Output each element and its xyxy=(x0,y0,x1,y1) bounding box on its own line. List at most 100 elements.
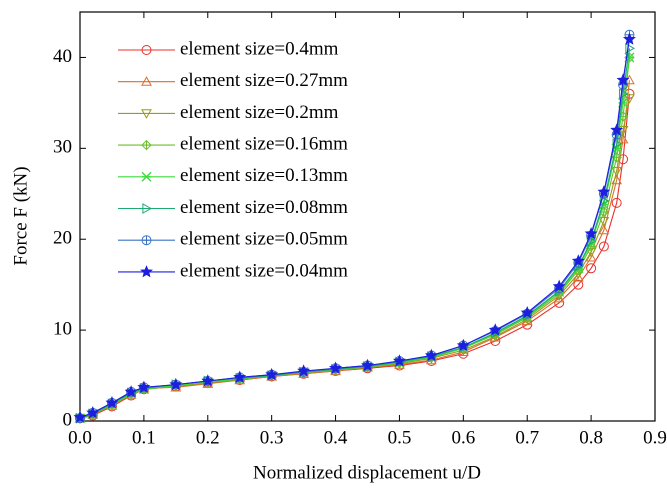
x-tick-label: 0.2 xyxy=(196,427,220,448)
marker-part xyxy=(169,377,183,391)
marker-part xyxy=(105,396,119,409)
legend-label: element size=0.08mm xyxy=(180,197,348,218)
data-point xyxy=(329,361,343,374)
marker-part xyxy=(488,323,502,336)
series-line xyxy=(79,34,630,419)
data-point xyxy=(105,396,119,409)
series-line xyxy=(79,48,630,419)
y-tick-label: 20 xyxy=(53,228,72,249)
legend-marker xyxy=(142,203,153,214)
data-point xyxy=(424,348,438,362)
data-point xyxy=(598,216,610,227)
marker-part xyxy=(573,279,584,290)
data-point xyxy=(169,377,183,391)
data-point xyxy=(586,263,597,274)
data-point xyxy=(233,370,247,383)
marker-part xyxy=(297,364,311,377)
marker-part xyxy=(140,265,153,278)
marker-part xyxy=(520,306,534,319)
marker-part xyxy=(124,385,138,398)
data-point xyxy=(611,197,622,208)
data-point xyxy=(611,166,623,177)
data-point xyxy=(618,88,629,100)
x-tick-label: 0.1 xyxy=(132,427,156,448)
marker-part xyxy=(141,109,152,119)
marker-part xyxy=(73,410,87,423)
x-axis-label: Normalized displacement u/D xyxy=(253,462,481,483)
marker-part xyxy=(392,354,406,367)
marker-part xyxy=(141,45,152,55)
data-point xyxy=(86,406,100,419)
marker-part xyxy=(598,216,610,227)
data-point xyxy=(265,367,279,381)
x-tick-label: 0.9 xyxy=(643,427,667,448)
marker-part xyxy=(201,374,215,387)
legend-marker xyxy=(141,45,152,55)
plot-frame xyxy=(79,11,656,422)
y-tick-label: 30 xyxy=(53,137,72,158)
legend-label: element size=0.05mm xyxy=(180,229,348,250)
y-tick-label: 0 xyxy=(63,409,73,430)
marker-part xyxy=(610,123,624,136)
marker-part xyxy=(617,133,629,144)
data-point xyxy=(520,306,534,319)
data-point xyxy=(585,251,597,262)
marker-part xyxy=(86,406,100,419)
marker-part xyxy=(584,226,598,240)
x-tick-label: 0.4 xyxy=(324,427,348,448)
data-point xyxy=(622,32,636,45)
data-point xyxy=(598,224,610,235)
data-point xyxy=(610,123,624,136)
data-point xyxy=(137,380,151,393)
x-tick-label: 0.5 xyxy=(388,427,412,448)
data-point xyxy=(552,279,566,292)
data-point xyxy=(598,241,609,252)
data-point xyxy=(73,410,87,423)
data-point xyxy=(617,133,629,144)
marker-part xyxy=(233,370,247,383)
data-point xyxy=(571,254,585,267)
legend-marker xyxy=(141,235,152,246)
data-point xyxy=(297,364,311,377)
data-point xyxy=(124,385,138,398)
marker-part xyxy=(598,224,610,235)
marker-part xyxy=(597,185,611,198)
marker-part xyxy=(137,380,151,393)
legend-marker xyxy=(141,109,152,119)
x-tick-label: 0.8 xyxy=(579,427,603,448)
data-point xyxy=(573,279,584,290)
marker-part xyxy=(142,140,151,150)
marker-part xyxy=(329,361,343,374)
data-point xyxy=(616,73,630,86)
series-line xyxy=(79,57,630,419)
x-tick-label: 0.3 xyxy=(260,427,284,448)
data-point xyxy=(612,138,623,150)
legend-label: element size=0.4mm xyxy=(180,38,339,59)
legend-label: element size=0.16mm xyxy=(180,133,348,154)
x-tick-label: 0.7 xyxy=(515,427,539,448)
marker-part xyxy=(611,166,623,177)
legend-label: element size=0.2mm xyxy=(180,102,339,123)
marker-part xyxy=(585,251,597,262)
data-point xyxy=(488,323,502,336)
marker-part xyxy=(598,241,609,252)
x-tick-label: 0.6 xyxy=(451,427,475,448)
marker-part xyxy=(586,263,597,274)
data-point xyxy=(392,354,406,367)
marker-part xyxy=(611,197,622,208)
marker-part xyxy=(265,367,279,381)
legend-marker xyxy=(141,171,152,182)
marker-part xyxy=(616,73,630,86)
legend-marker xyxy=(140,265,153,278)
y-axis-label: Force F (kN) xyxy=(10,166,31,265)
legend-marker xyxy=(141,139,152,151)
marker-part xyxy=(424,348,438,362)
marker-part xyxy=(142,235,151,245)
data-point xyxy=(597,185,611,198)
legend-label: element size=0.27mm xyxy=(180,70,348,91)
data-point xyxy=(456,338,470,352)
marker-part xyxy=(618,88,629,100)
series-line xyxy=(79,39,630,418)
marker-part xyxy=(612,138,623,150)
